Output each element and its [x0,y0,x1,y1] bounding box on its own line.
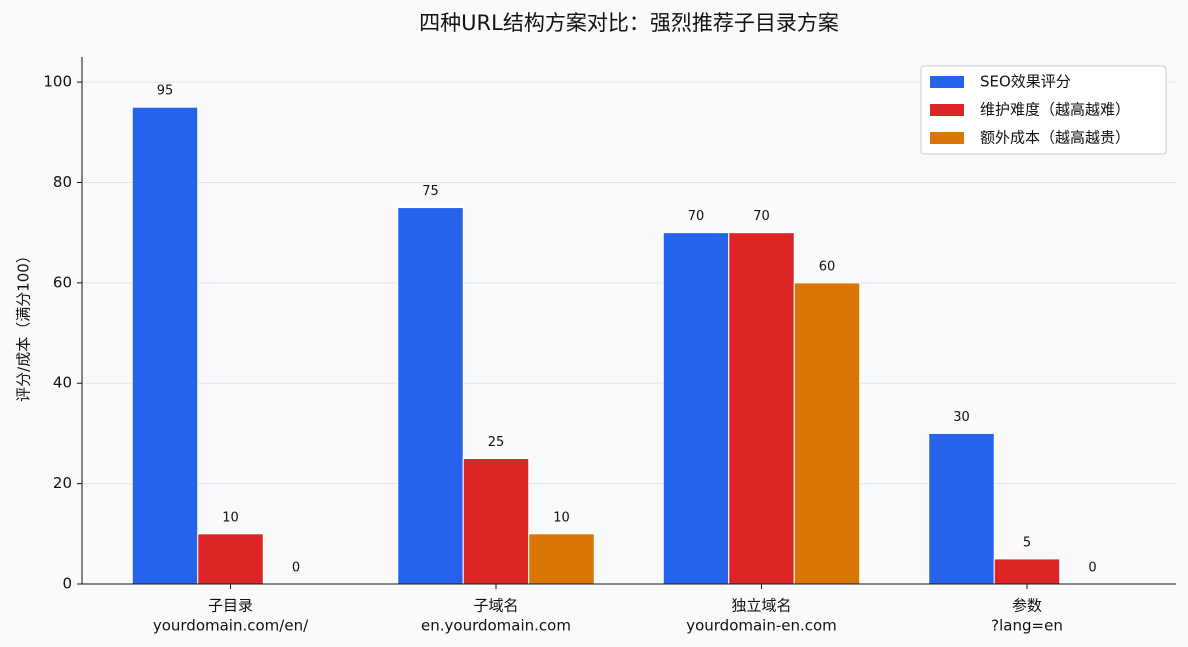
y-axis-label: 评分/成本（满分100） [15,248,33,402]
chart-title: 四种URL结构方案对比：强烈推荐子目录方案 [419,11,839,35]
value-label: 70 [753,209,770,224]
legend-label: 维护难度（越高越难） [980,101,1130,119]
value-label: 5 [1023,535,1031,550]
bar [131,106,199,585]
bar [397,207,464,585]
x-tick-label: 独立域名 [731,597,791,615]
legend-box [920,65,1167,155]
value-label: 0 [1088,561,1096,576]
x-tick-label: 子目录 [208,597,253,615]
bar [197,533,264,585]
value-label: 10 [553,510,570,525]
bar [462,458,530,585]
x-tick-label: yourdomain-en.com [686,617,837,635]
value-label: 0 [292,561,300,576]
bar [993,558,1061,585]
value-label: 30 [953,410,970,425]
value-label: 10 [222,510,239,525]
value-label: 60 [819,259,836,274]
y-tick-label: 80 [53,173,72,191]
y-tick-label: 60 [53,273,72,291]
value-label: 25 [488,435,505,450]
value-label: 75 [422,184,439,199]
x-tick-label: ?lang=en [991,617,1063,635]
legend-label: 额外成本（越高越贵） [980,129,1130,147]
y-tick-label: 20 [53,474,72,492]
y-tick-label: 0 [62,575,72,593]
x-tick-label: 子域名 [473,597,518,615]
legend-swatch [930,132,964,144]
bar [728,232,795,585]
x-tick-label: 参数 [1012,597,1042,615]
value-label: 70 [688,209,705,224]
bar [528,533,595,585]
value-label: 95 [157,84,174,99]
legend-swatch [930,76,964,88]
x-tick-label: yourdomain.com/en/ [153,617,309,635]
bar [793,282,861,585]
y-tick-label: 100 [43,73,72,91]
legend-swatch [930,104,964,116]
bar [662,232,730,585]
x-tick-label: en.yourdomain.com [421,617,571,635]
y-tick-label: 40 [53,374,72,392]
legend-label: SEO效果评分 [980,73,1071,91]
bar [928,432,995,585]
